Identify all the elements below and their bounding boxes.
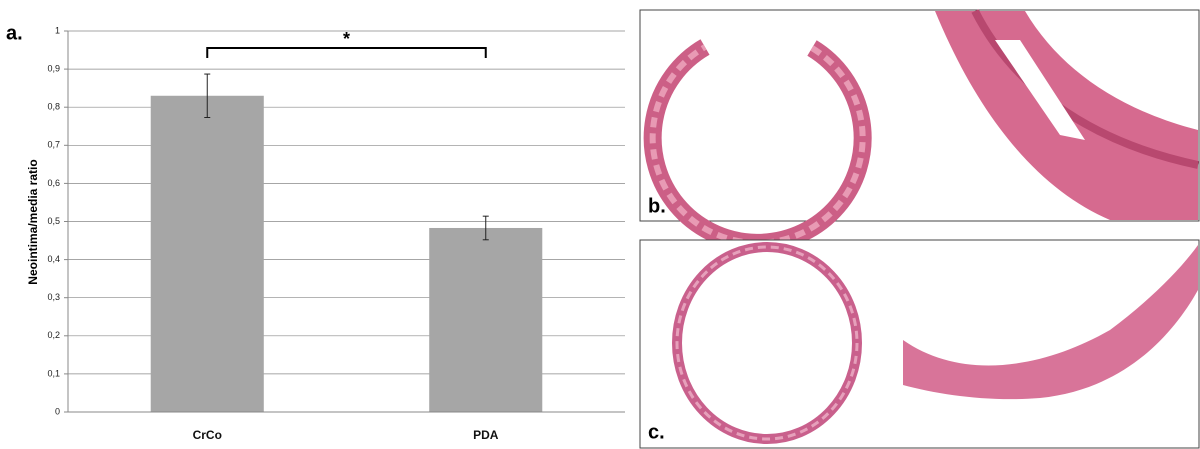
y-tick-label: 0 (55, 406, 60, 416)
panel-label: a. (6, 22, 23, 44)
y-axis-label: Neointima/media ratio (26, 159, 40, 284)
y-tick-label: 0,3 (47, 292, 60, 302)
x-tick-label: CrCo (193, 428, 222, 442)
y-tick-label: 0,2 (47, 330, 60, 340)
panel-label: c. (648, 421, 665, 443)
y-tick-label: 0,8 (47, 102, 60, 112)
significance-bracket (206, 47, 487, 58)
bar (429, 227, 543, 412)
y-tick-label: 0,1 (47, 368, 60, 378)
y-tick-label: 0,9 (47, 63, 60, 73)
plot: 0 0,1 0,2 0,3 0,4 0,5 0,6 0,7 0,8 0,9 1 CrCo PDA * (47, 25, 625, 442)
significance-marker: * (343, 29, 350, 49)
micrograph-b: b. (639, 9, 1200, 252)
y-tick-label: 0,5 (47, 216, 60, 226)
micrograph-c: c. (639, 239, 1200, 449)
y-tick-label: 0,6 (47, 178, 60, 188)
y-tick-label: 1 (55, 25, 60, 35)
bar (150, 95, 264, 413)
panel-label: b. (648, 195, 666, 217)
x-tick-label: PDA (473, 428, 499, 442)
y-tick-label: 0,7 (47, 140, 60, 150)
y-tick-label: 0,4 (47, 254, 60, 264)
